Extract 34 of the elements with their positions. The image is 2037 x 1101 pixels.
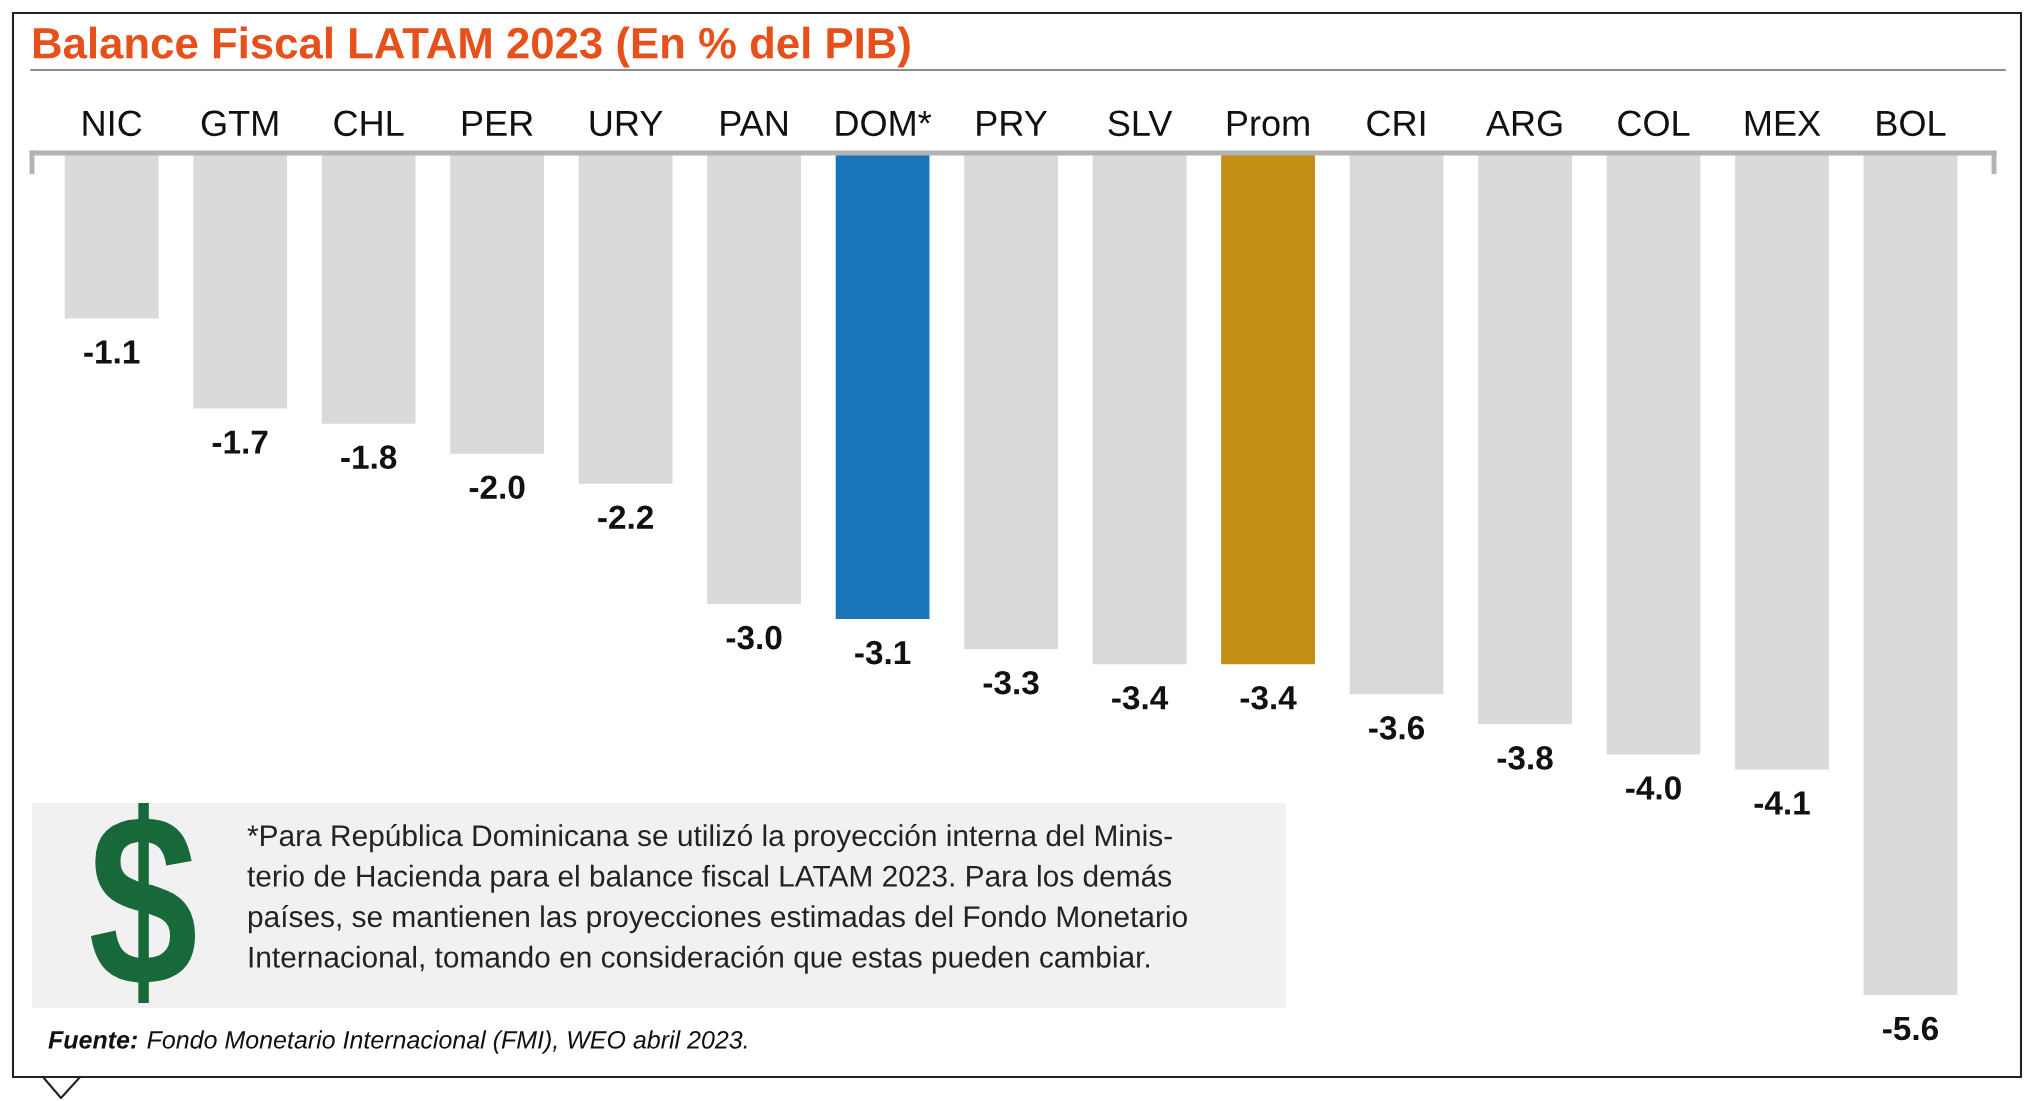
x-tick-label: PAN [721,110,787,136]
data-label: -4.0 [1626,776,1681,800]
data-label: -3.0 [726,625,782,650]
x-tick-label: PRY [977,110,1048,136]
data-label: -1.7 [212,430,268,454]
annotation: *Para República Dominicana se utilizó la proyección interna del Minis- terio de Hacienda para el balance fiscal LATAM 2023. Para los demás países, se mantienen las proyecciones estimadas del Fondo Monetario Internacional, tomando en consideración que estas pueden cambiar. [247,824,1187,974]
chart-title: Balance Fiscal LATAM 2023 (En % del PIB) [33,26,910,68]
x-tick-label: DOM* [836,110,932,137]
source-note: Fuente: [48,1031,137,1049]
data-label: -5.6 [1883,1016,1938,1041]
data-label: -2.0 [469,475,525,500]
x-tick-label: CHL [334,110,404,137]
data-label: -3.4 [1112,685,1169,710]
x-tick-label: GTM [201,110,278,137]
x-tick-label: MEX [1745,110,1821,136]
data-label: -4.1 [1754,791,1810,815]
x-tick-label: BOL [1877,110,1946,137]
x-tick-label: Prom [1227,110,1309,137]
data-label: -2.2 [598,505,653,529]
x-tick-label: COL [1618,110,1690,137]
x-tick-label: NIC [83,110,142,137]
data-label: -3.3 [983,670,1039,695]
data-label: -3.4 [1240,685,1297,710]
x-tick-label: PER [462,110,533,136]
x-tick-label: URY [590,110,663,137]
text: Fondo Monetario Internacional (FMI), WEO abril 2023. [147,1030,747,1054]
data-label: -3.8 [1497,746,1553,770]
data-label: -3.6 [1369,716,1425,740]
x-tick-label: CRI [1367,110,1425,137]
data-label: -3.1 [855,640,911,665]
x-tick-label: ARG [1485,110,1562,137]
x-tick-label: SLV [1108,110,1173,137]
data-label: -1.1 [84,340,140,364]
data-label: -1.8 [341,445,397,469]
